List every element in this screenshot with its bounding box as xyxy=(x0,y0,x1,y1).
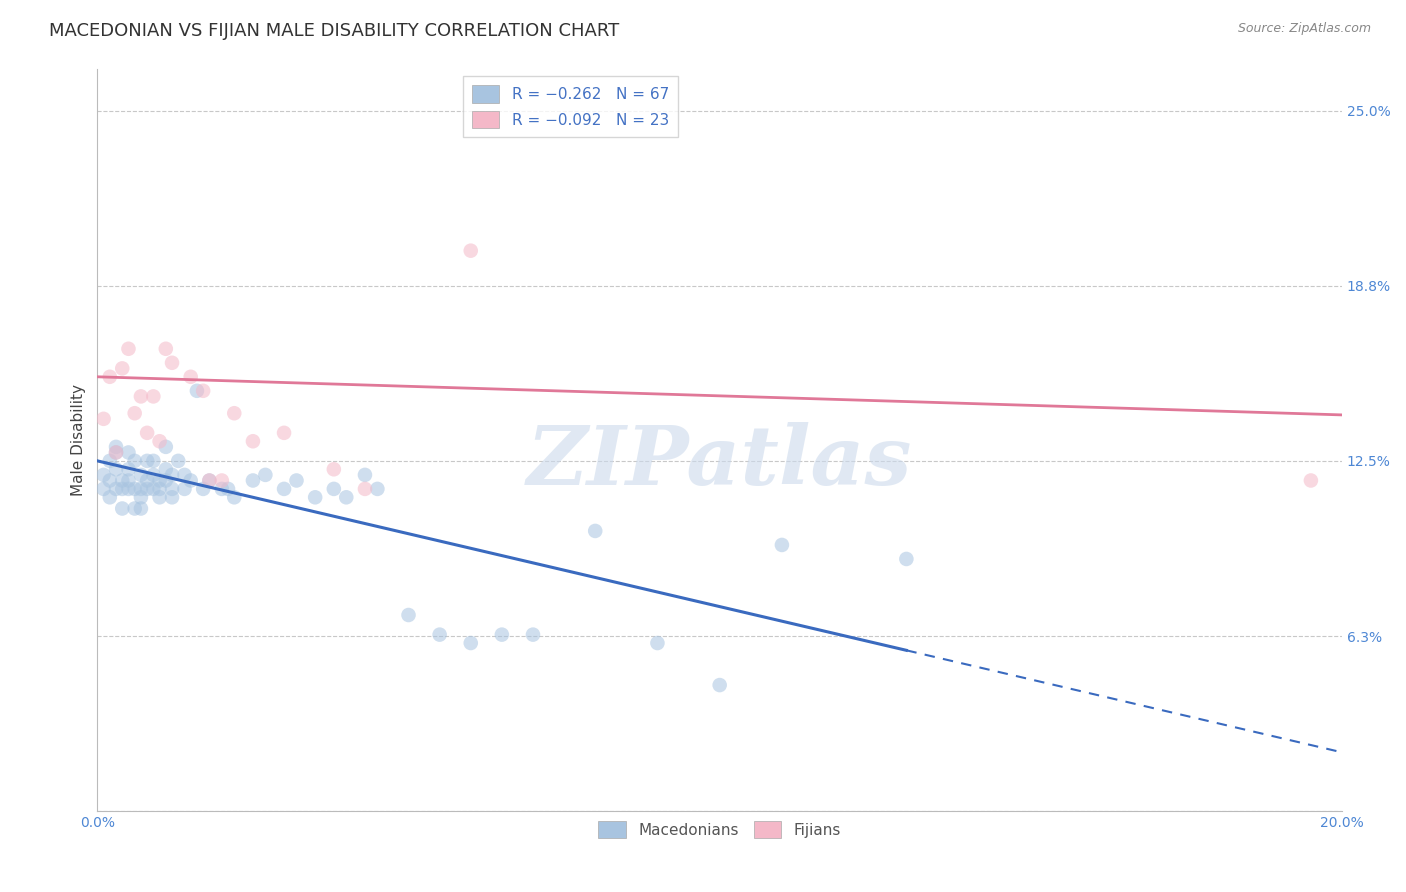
Point xyxy=(98,369,121,384)
Point xyxy=(111,482,134,496)
Point xyxy=(129,389,152,403)
Point xyxy=(180,474,202,488)
Point xyxy=(93,482,115,496)
Point xyxy=(105,462,128,476)
Point xyxy=(117,342,139,356)
Point xyxy=(366,482,388,496)
Point xyxy=(273,482,295,496)
Point xyxy=(1299,474,1322,488)
Point xyxy=(117,445,139,459)
Point xyxy=(98,474,121,488)
Point xyxy=(191,482,214,496)
Point xyxy=(160,467,183,482)
Point xyxy=(224,491,246,505)
Point xyxy=(304,491,326,505)
Point xyxy=(198,474,221,488)
Point xyxy=(124,501,146,516)
Point xyxy=(491,627,513,641)
Point xyxy=(142,467,165,482)
Point xyxy=(149,434,172,449)
Point xyxy=(117,482,139,496)
Point xyxy=(211,474,233,488)
Point xyxy=(142,389,165,403)
Point xyxy=(322,482,344,496)
Point xyxy=(160,491,183,505)
Point xyxy=(142,454,165,468)
Point xyxy=(460,244,482,258)
Point xyxy=(583,524,606,538)
Point xyxy=(93,412,115,426)
Point xyxy=(186,384,208,398)
Point xyxy=(167,454,190,468)
Point xyxy=(198,474,221,488)
Point xyxy=(136,482,159,496)
Point xyxy=(124,406,146,420)
Point xyxy=(173,482,195,496)
Point xyxy=(111,501,134,516)
Point xyxy=(111,361,134,376)
Point xyxy=(124,482,146,496)
Y-axis label: Male Disability: Male Disability xyxy=(72,384,86,496)
Point xyxy=(191,384,214,398)
Point xyxy=(105,445,128,459)
Point xyxy=(211,482,233,496)
Point xyxy=(896,552,918,566)
Text: ZIPatlas: ZIPatlas xyxy=(527,422,912,502)
Point xyxy=(460,636,482,650)
Point xyxy=(142,482,165,496)
Point xyxy=(129,491,152,505)
Point xyxy=(149,474,172,488)
Point xyxy=(335,491,357,505)
Point xyxy=(105,482,128,496)
Point xyxy=(242,434,264,449)
Point xyxy=(398,607,420,622)
Point xyxy=(155,440,177,454)
Point xyxy=(155,342,177,356)
Point xyxy=(129,467,152,482)
Point xyxy=(180,369,202,384)
Point xyxy=(136,425,159,440)
Point xyxy=(709,678,731,692)
Point xyxy=(429,627,451,641)
Point xyxy=(224,406,246,420)
Point xyxy=(160,356,183,370)
Point xyxy=(117,474,139,488)
Point xyxy=(117,462,139,476)
Point xyxy=(242,474,264,488)
Point xyxy=(136,454,159,468)
Point xyxy=(149,482,172,496)
Point xyxy=(105,440,128,454)
Point xyxy=(273,425,295,440)
Point xyxy=(93,467,115,482)
Point xyxy=(173,467,195,482)
Point xyxy=(522,627,544,641)
Point xyxy=(124,454,146,468)
Point xyxy=(770,538,793,552)
Point xyxy=(136,474,159,488)
Text: MACEDONIAN VS FIJIAN MALE DISABILITY CORRELATION CHART: MACEDONIAN VS FIJIAN MALE DISABILITY COR… xyxy=(49,22,620,40)
Point xyxy=(98,454,121,468)
Point xyxy=(217,482,239,496)
Point xyxy=(155,462,177,476)
Point xyxy=(354,467,377,482)
Point xyxy=(160,482,183,496)
Point xyxy=(111,474,134,488)
Point xyxy=(647,636,669,650)
Point xyxy=(98,491,121,505)
Text: Source: ZipAtlas.com: Source: ZipAtlas.com xyxy=(1237,22,1371,36)
Legend: Macedonians, Fijians: Macedonians, Fijians xyxy=(592,814,846,845)
Point xyxy=(129,501,152,516)
Point xyxy=(322,462,344,476)
Point xyxy=(354,482,377,496)
Point xyxy=(254,467,277,482)
Point xyxy=(149,491,172,505)
Point xyxy=(105,445,128,459)
Point xyxy=(155,474,177,488)
Point xyxy=(129,482,152,496)
Point xyxy=(285,474,308,488)
